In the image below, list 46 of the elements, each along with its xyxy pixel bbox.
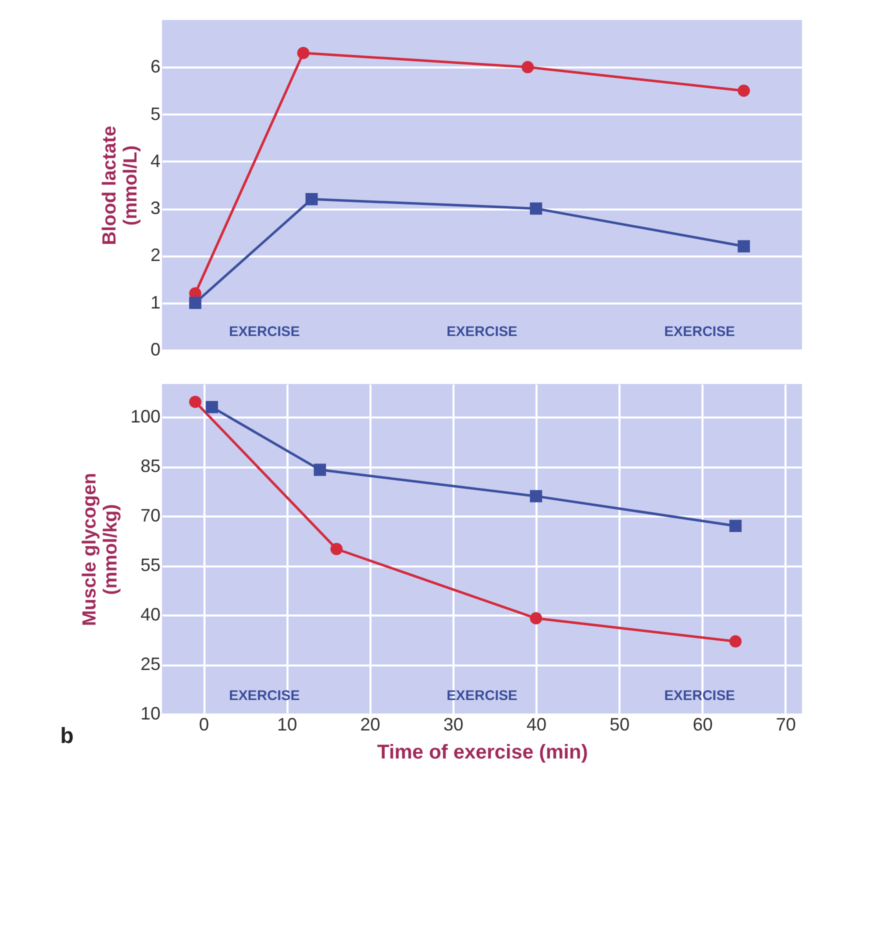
y-axis-title: Muscle glycogen (mmol/kg): [79, 472, 122, 626]
y-tick-label: 2: [150, 245, 160, 266]
x-tick-label: 30: [443, 714, 464, 734]
point: [738, 84, 750, 97]
y-tick-label: 40: [140, 604, 160, 624]
point: [189, 296, 202, 309]
y-tick-label: 100: [130, 406, 160, 426]
point: [189, 396, 202, 408]
annotation: EXERCISE: [446, 323, 518, 339]
x-tick-label: 10: [277, 714, 298, 734]
y-tick-label: 55: [140, 555, 160, 575]
annotation: EXERCISE: [664, 687, 736, 703]
point: [729, 635, 742, 648]
point: [206, 400, 218, 414]
point: [330, 542, 343, 556]
x-tick-label: 20: [360, 714, 380, 734]
x-tick-label: 60: [692, 714, 713, 734]
point: [297, 46, 310, 60]
x-tick-label: 0: [199, 714, 210, 734]
annotation: EXERCISE: [228, 323, 300, 339]
point: [314, 464, 326, 476]
y-tick-label: 25: [140, 654, 160, 674]
y-tick-label: 5: [150, 104, 160, 124]
annotation: EXERCISE: [664, 323, 736, 339]
y-tick-label: 85: [140, 456, 160, 476]
y-tick-label: 6: [150, 56, 160, 77]
point: [305, 193, 318, 206]
y-tick-label: 1: [150, 292, 160, 312]
y-tick-label: 70: [140, 506, 160, 526]
point: [738, 240, 750, 252]
text: b: [60, 723, 74, 748]
y-axis-title: Blood lactate (mmol/L): [99, 126, 142, 246]
x-tick-label: 50: [610, 714, 630, 734]
annotation: EXERCISE: [228, 687, 300, 703]
point: [522, 61, 534, 74]
point: [530, 612, 542, 624]
x-tick-label: 40: [526, 714, 547, 734]
x-tick-label: 70: [776, 714, 796, 734]
point: [729, 520, 742, 532]
y-tick-label: 0: [150, 340, 160, 360]
point: [530, 202, 542, 215]
annotation: EXERCISE: [446, 687, 518, 703]
point: [530, 490, 542, 502]
y-tick-label: 4: [150, 150, 160, 171]
x-axis-title: Time of exercise (min): [377, 742, 588, 764]
y-tick-label: 3: [150, 198, 160, 218]
